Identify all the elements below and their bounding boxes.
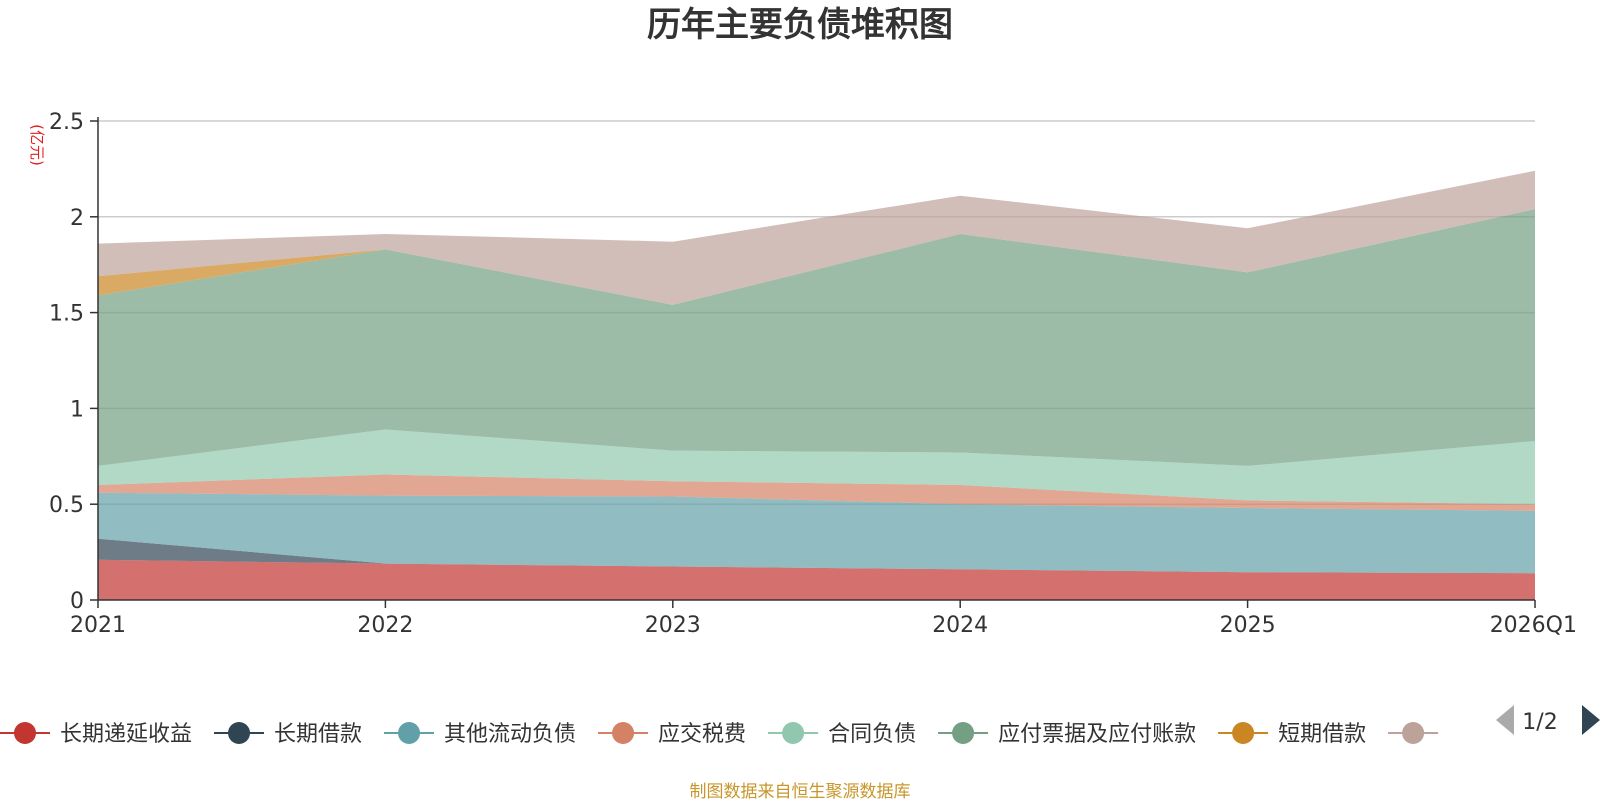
legend-marker-icon xyxy=(1232,722,1255,744)
data-source-note: 制图数据来自恒生聚源数据库 xyxy=(690,782,911,800)
x-tick-label: 2024 xyxy=(932,613,988,638)
legend-marker-icon xyxy=(1402,722,1425,744)
area-series xyxy=(98,170,1535,600)
y-axis-unit: (亿元) xyxy=(28,124,46,166)
legend-label: 长期递延收益 xyxy=(60,722,192,747)
x-tick-label: 2023 xyxy=(645,613,701,638)
y-tick-label: 1.5 xyxy=(49,302,84,327)
legend-label: 应付票据及应付账款 xyxy=(998,722,1196,747)
legend-label: 应交税费 xyxy=(658,722,746,747)
legend-label: 合同负债 xyxy=(828,722,916,747)
y-tick-label: 2 xyxy=(70,206,84,231)
legend-marker-icon xyxy=(782,722,805,744)
x-tick-label: 2025 xyxy=(1220,613,1276,638)
area-其他 xyxy=(98,170,1535,305)
legend-page-indicator: 1/2 xyxy=(1522,710,1557,735)
area-合同负债 xyxy=(98,429,1535,505)
y-tick-label: 0.5 xyxy=(49,493,84,518)
legend-marker-icon xyxy=(952,722,975,744)
chart-title: 历年主要负债堆积图 xyxy=(647,5,953,45)
legend-marker-icon xyxy=(398,722,421,744)
legend-item[interactable]: 合同负债 xyxy=(768,722,916,747)
legend-item[interactable]: 长期递延收益 xyxy=(0,722,192,747)
legend-next-page-button[interactable] xyxy=(1582,705,1600,735)
x-tick-label: 2022 xyxy=(357,613,413,638)
area-其他流动负债 xyxy=(98,492,1535,574)
x-tick-label: 2026Q1 xyxy=(1490,613,1577,638)
legend-item-partial[interactable] xyxy=(1388,722,1439,744)
legend-label: 其他流动负债 xyxy=(444,722,576,747)
legend-marker-icon xyxy=(14,722,36,744)
legend-item[interactable]: 应付票据及应付账款 xyxy=(938,722,1196,747)
y-tick-label: 0 xyxy=(70,589,84,614)
triangle-left-icon[interactable] xyxy=(1496,705,1514,735)
legend-label: 短期借款 xyxy=(1278,722,1366,747)
legend-item[interactable]: 短期借款 xyxy=(1218,722,1366,747)
legend-label: 长期借款 xyxy=(274,722,362,747)
x-tick-label: 2021 xyxy=(70,613,126,638)
legend-marker-icon xyxy=(612,722,635,744)
area-应付票据及应付账款 xyxy=(98,209,1535,466)
y-tick-label: 1 xyxy=(70,397,84,422)
axes: 0 0.5 1 1.5 2 2.5 2021 2022 2023 2024 2025 2026Q1 xyxy=(49,110,1577,638)
triangle-right-icon[interactable] xyxy=(1582,705,1600,735)
legend: 长期递延收益 长期借款 其他流动负债 应交税费 合同负债 应付票据及应付账款 短期借款 1/… xyxy=(0,705,1600,747)
legend-item[interactable]: 应交税费 xyxy=(598,722,746,747)
legend-item[interactable]: 其他流动负债 xyxy=(384,722,576,747)
area-应交税费 xyxy=(98,474,1535,511)
area-长期递延收益 xyxy=(98,559,1535,600)
legend-item[interactable]: 长期借款 xyxy=(214,722,362,747)
y-tick-label: 2.5 xyxy=(49,110,84,135)
legend-marker-icon xyxy=(228,722,251,744)
legend-prev-page-button[interactable] xyxy=(1496,705,1514,735)
